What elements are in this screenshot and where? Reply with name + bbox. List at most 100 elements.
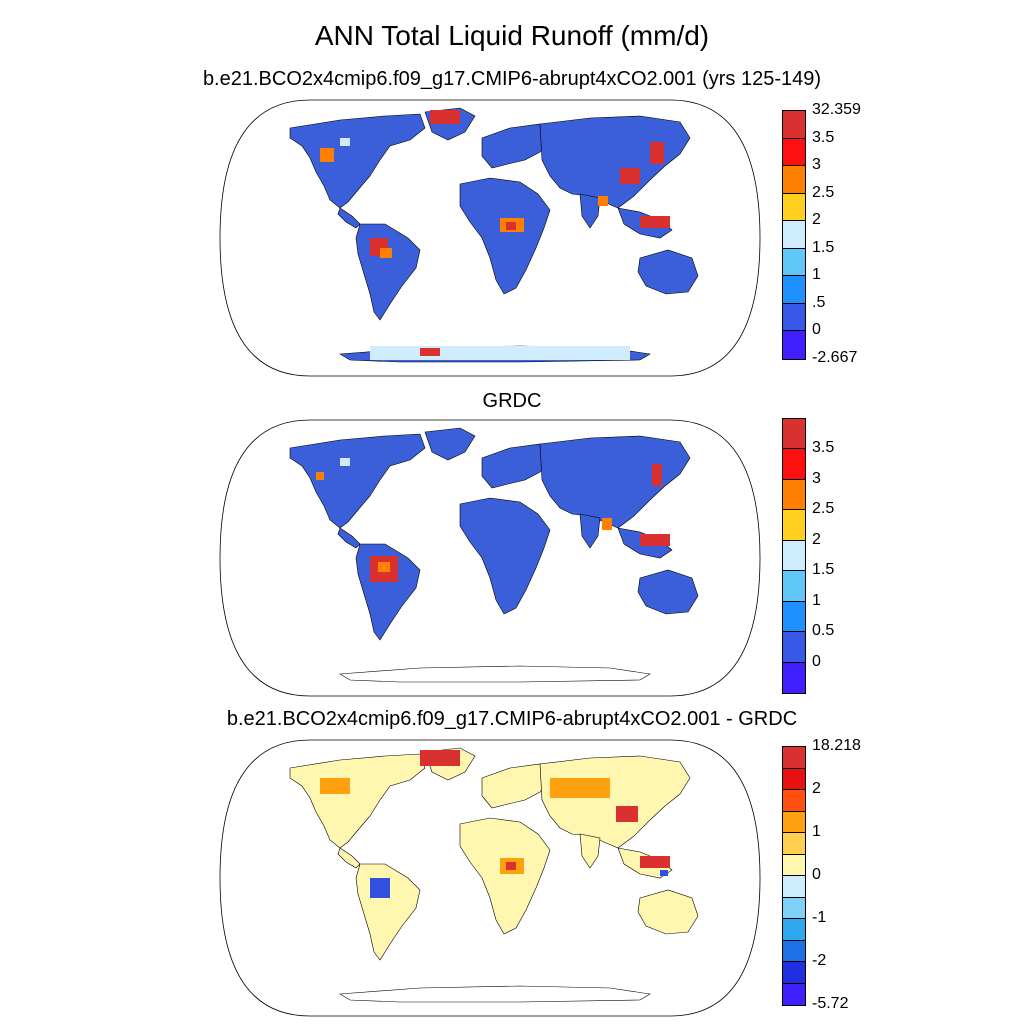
colorbar-segment [783, 138, 805, 167]
antarctica-outline [339, 665, 651, 683]
runoff-cell [320, 148, 334, 162]
colorbar-segment [783, 983, 805, 1005]
runoff-cell [370, 878, 390, 898]
panel-2-title: GRDC [482, 390, 542, 412]
india-landmass [579, 193, 601, 229]
runoff-cell [616, 806, 638, 822]
antarctica-outline [339, 985, 651, 1003]
runoff-cell [316, 472, 324, 480]
colorbar-segment [783, 940, 805, 962]
india-landmass [579, 513, 601, 549]
colorbar-tick-label: 3.5 [812, 439, 835, 457]
colorbar-segment [783, 768, 805, 790]
colorbar-tick-label: .5 [812, 293, 826, 311]
colorbar-tick-label: -2.667 [812, 349, 858, 366]
colorbar-segment [783, 419, 805, 450]
colorbar-tick-label: 2.5 [812, 500, 835, 518]
colorbar-segment [783, 876, 805, 898]
runoff-cell [320, 778, 350, 794]
centralAmerica-landmass [337, 847, 361, 869]
colorbar-segment [783, 221, 805, 249]
australia-landmass [637, 249, 699, 295]
difference-runoff-map [219, 739, 761, 1017]
grdc-colorbar [782, 418, 806, 694]
colorbar-segment [783, 193, 805, 222]
colorbar-segment [783, 166, 805, 194]
runoff-cell [602, 518, 612, 530]
colorbar-segment [783, 449, 805, 480]
runoff-cell [598, 196, 608, 206]
centralAmerica-landmass [337, 207, 361, 229]
runoff-cell [380, 248, 392, 258]
colorbar-tick-label: 2 [812, 780, 821, 797]
runoff-cell [506, 222, 516, 230]
colorbar-segment [783, 571, 805, 602]
runoff-cell [620, 168, 640, 184]
colorbar-tick-label: 2.5 [812, 183, 835, 201]
runoff-cell [550, 778, 610, 798]
colorbar-segment [783, 331, 805, 359]
asia-landmass [539, 115, 691, 209]
colorbar-segment [783, 601, 805, 633]
colorbar-segment [783, 662, 805, 693]
colorbar-segment [783, 276, 805, 304]
colorbar-segment [783, 790, 805, 812]
grdc-runoff-map [219, 419, 761, 697]
centralAmerica-landmass [337, 527, 361, 549]
northAmerica-landmass [289, 753, 426, 849]
colorbar-tick-label: 1 [812, 591, 821, 609]
colorbar-segment [783, 303, 805, 332]
runoff-cell [652, 464, 662, 486]
runoff-cell [640, 856, 670, 868]
greenland-landmass [424, 427, 476, 461]
colorbar-tick-label: 32.359 [812, 101, 861, 118]
africa-landmass [459, 817, 551, 935]
runoff-cell [340, 138, 350, 146]
colorbar-tick-label: 3 [812, 469, 821, 487]
runoff-cell [650, 142, 664, 164]
colorbar-segment [783, 897, 805, 919]
runoff-cell [420, 750, 460, 766]
colorbar-segment [783, 632, 805, 663]
colorbar-segment [783, 962, 805, 984]
colorbar-tick-label: 3 [812, 156, 821, 174]
runoff-cell [340, 458, 350, 466]
runoff-cell [660, 870, 668, 876]
colorbar-tick-label: 1 [812, 266, 821, 284]
northAmerica-landmass [289, 433, 426, 529]
asia-landmass [539, 435, 691, 529]
africa-landmass [459, 177, 551, 295]
colorbar-tick-label: 0.5 [812, 622, 835, 640]
colorbar-segment [783, 248, 805, 277]
model-colorbar [782, 110, 806, 360]
colorbar-tick-label: 2 [812, 211, 821, 229]
colorbar-segment [783, 747, 805, 769]
colorbar-segment [783, 510, 805, 541]
colorbar-tick-label: -1 [812, 909, 827, 926]
colorbar-tick-label: 1.5 [812, 238, 835, 256]
colorbar-tick-label: -2 [812, 952, 827, 969]
colorbar-tick-label: 1.5 [812, 561, 835, 579]
runoff-cell [430, 110, 460, 124]
colorbar-segment [783, 540, 805, 572]
europe-landmass [481, 443, 551, 489]
colorbar-tick-label: 0 [812, 321, 821, 339]
colorbar-tick-label: 0 [812, 866, 821, 883]
asia-landmass [539, 755, 691, 849]
runoff-cell [640, 216, 670, 228]
australia-landmass [637, 569, 699, 615]
map-frame [219, 99, 761, 377]
northAmerica-landmass [289, 113, 426, 209]
runoff-cell [370, 346, 630, 360]
colorbar-segment [783, 111, 805, 139]
colorbar-tick-label: 2 [812, 530, 821, 548]
runoff-cell [640, 534, 670, 546]
runoff-cell [378, 562, 390, 572]
panel-1-title: b.e21.BCO2x4cmip6.f09_g17.CMIP6-abrupt4x… [202, 68, 822, 90]
colorbar-tick-label: 18.218 [812, 737, 861, 754]
main-title: ANN Total Liquid Runoff (mm/d) [314, 20, 710, 51]
colorbar-tick-label: 1 [812, 823, 821, 840]
colorbar-tick-label: 3.5 [812, 128, 835, 146]
australia-landmass [637, 889, 699, 935]
europe-landmass [481, 123, 551, 169]
